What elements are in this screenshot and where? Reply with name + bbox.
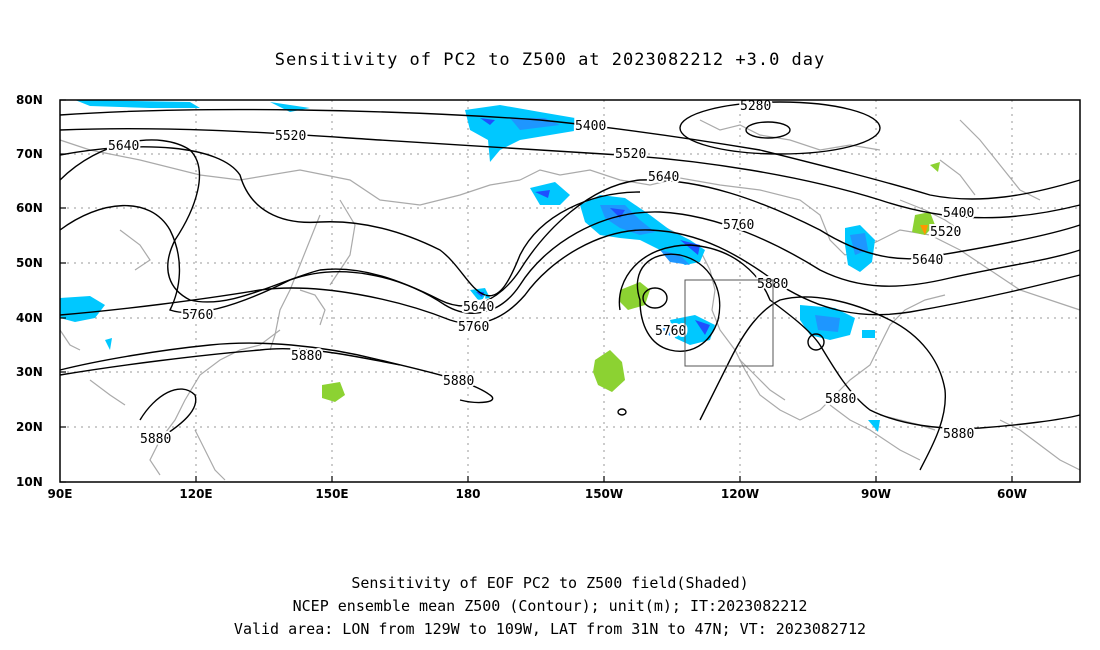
contour-cutoff-low [642, 287, 668, 309]
contour-label: 5880 [943, 427, 974, 442]
contour-small-high [807, 333, 825, 351]
lat-label: 80N [16, 93, 43, 107]
lon-label: 150E [315, 487, 348, 501]
shade-patch [930, 162, 940, 172]
contour-label: 5640 [108, 139, 139, 154]
shade-patch [695, 320, 710, 335]
latitude-labels: 80N 70N 60N 50N 40N 30N 20N 10N [16, 93, 43, 489]
shade-patch [322, 382, 345, 402]
shade-patch [670, 315, 715, 345]
shade-patch [868, 420, 880, 432]
sensitivity-shading [60, 100, 940, 432]
contour-label: 5520 [615, 147, 646, 162]
contour-label: 5640 [912, 253, 943, 268]
contour-label: 5520 [930, 225, 961, 240]
contour-label: 5880 [443, 374, 474, 389]
contour-label: 5520 [275, 129, 306, 144]
shade-patch [680, 240, 700, 255]
lon-label: 120E [179, 487, 212, 501]
contour-5280 [679, 101, 881, 155]
lat-label: 40N [16, 311, 43, 325]
contour-low-center [745, 121, 791, 139]
shade-patch [75, 100, 200, 108]
contour-label: 5760 [655, 324, 686, 339]
footer-line-3: Valid area: LON from 129W to 109W, LAT f… [233, 620, 867, 638]
contour-label: 5760 [723, 218, 754, 233]
contour-5880-left [59, 342, 494, 404]
shade-patch [600, 205, 655, 235]
contour-label: 5880 [140, 432, 171, 447]
lon-label: 120W [721, 487, 759, 501]
contour-5880-ridge [618, 244, 1081, 430]
contour-5760 [59, 204, 1081, 314]
lat-label: 60N [16, 201, 43, 215]
tick-marks [60, 99, 1013, 483]
contour-label: 5640 [648, 170, 679, 185]
shade-patch [815, 315, 840, 332]
contour-label: 5880 [291, 349, 322, 364]
lon-label: 150W [585, 487, 623, 501]
lat-label: 30N [16, 365, 43, 379]
contour-cutoff-ring [636, 253, 721, 352]
shade-patch [593, 350, 625, 392]
z500-contours [59, 101, 1081, 471]
shade-patch [862, 330, 875, 338]
lat-label: 20N [16, 420, 43, 434]
contour-label: 5400 [575, 119, 606, 134]
lat-label: 50N [16, 256, 43, 270]
shade-patch [105, 338, 112, 350]
shade-patch [620, 282, 650, 310]
contour-5520 [59, 127, 1081, 219]
longitude-labels: 90E 120E 150E 180 150W 120W 90W 60W [48, 487, 1027, 501]
lon-label: 60W [997, 487, 1027, 501]
contour-5640b [59, 146, 641, 297]
contour-label: 5280 [740, 99, 771, 114]
lon-label: 180 [455, 487, 480, 501]
shade-patch [60, 296, 105, 322]
valid-area-box [684, 279, 774, 367]
shade-patch [912, 212, 935, 235]
contour-5880 [59, 347, 401, 376]
shade-patch [660, 326, 672, 336]
shade-patch [535, 190, 550, 198]
lat-label: 10N [16, 475, 43, 489]
chart-title: Sensitivity of PC2 to Z500 at 2023082212… [274, 50, 826, 70]
shade-patch [480, 118, 495, 125]
contour-label: 5880 [825, 392, 856, 407]
gridlines [60, 100, 1080, 482]
contour-5640 [59, 139, 1081, 307]
contour-5880-south [699, 296, 946, 471]
contour-label: 5640 [463, 300, 494, 315]
lon-label: 90E [48, 487, 73, 501]
footer-line-2: NCEP ensemble mean Z500 (Contour); unit(… [292, 597, 808, 615]
shade-patch [920, 225, 928, 235]
contour-label: 5760 [182, 308, 213, 323]
contour-5880-sub [139, 388, 197, 436]
contour-label: 5760 [458, 320, 489, 335]
map-frame [59, 99, 1081, 483]
shade-patch [850, 233, 868, 255]
shade-patch [465, 105, 580, 162]
lat-label: 70N [16, 147, 43, 161]
contour-5760b [59, 229, 1081, 325]
lon-label: 90W [861, 487, 891, 501]
map-panel: 5280 5400 5520 5640 5520 5640 5760 5640 … [16, 93, 1081, 501]
contour-label: 5400 [943, 206, 974, 221]
contour-5400 [59, 108, 1081, 200]
shade-patch [530, 182, 570, 205]
contour-tiny [617, 408, 627, 416]
contour-labels: 5280 5400 5520 5640 5520 5640 5760 5640 … [106, 97, 976, 449]
footer-line-1: Sensitivity of EOF PC2 to Z500 field(Sha… [351, 574, 749, 592]
